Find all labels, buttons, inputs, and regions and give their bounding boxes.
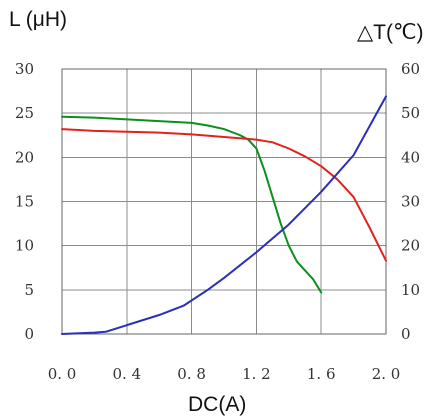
series-line-2 — [61, 128, 387, 262]
x-tick-label: 2. 0 — [372, 365, 401, 383]
x-tick-label: 0. 4 — [112, 365, 141, 383]
y-left-tick-label: 5 — [24, 281, 34, 299]
series-line-1 — [61, 115, 323, 294]
y-left-tick-label: 15 — [15, 193, 34, 211]
y-right-tick-label: 30 — [401, 193, 420, 211]
x-tick-label: 0. 8 — [177, 365, 206, 383]
y-right-tick-label: 50 — [401, 104, 420, 122]
y-right-tick-label: 60 — [401, 60, 420, 78]
y-left-tick-label: 0 — [24, 325, 34, 343]
series-line-3 — [61, 95, 387, 335]
y-left-tick-label: 30 — [15, 60, 34, 78]
left-axis-title: L (μH) — [9, 8, 67, 31]
y-left-tick-label: 20 — [15, 148, 34, 166]
plot-frame — [61, 68, 387, 335]
x-axis-title: DC(A) — [188, 393, 247, 416]
x-tick-label: 0. 0 — [48, 365, 77, 383]
y-left-tick-label: 25 — [15, 104, 34, 122]
x-tick-label: 1. 2 — [242, 365, 271, 383]
x-tick-label: 1. 6 — [307, 365, 336, 383]
y-right-tick-label: 0 — [401, 325, 411, 343]
right-axis-title: △T(℃) — [357, 21, 424, 44]
tick-labels-layer: 0. 0 0. 4 0. 8 1. 2 1. 6 2. 0 0 5 10 15 20 25 30 0 10 2… — [15, 60, 420, 383]
y-left-tick-label: 10 — [15, 237, 34, 255]
y-right-tick-label: 10 — [401, 281, 420, 299]
grid-layer — [61, 68, 387, 335]
series-layer — [61, 95, 387, 335]
y-right-tick-label: 40 — [401, 148, 420, 166]
y-right-tick-label: 20 — [401, 237, 420, 255]
